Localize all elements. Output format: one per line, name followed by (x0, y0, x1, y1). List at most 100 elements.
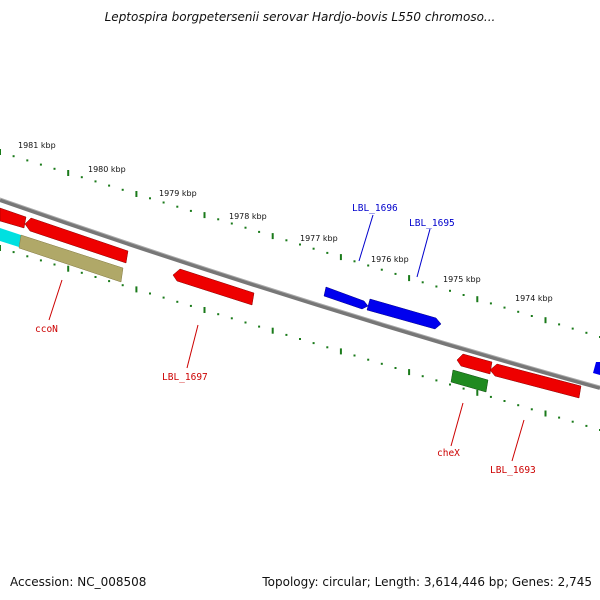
leader-LBL_1693 (511, 419, 525, 462)
ruler-minor-tick (299, 338, 301, 340)
ruler-minor-tick (421, 281, 424, 284)
ruler-minor-tick (121, 284, 124, 287)
ruler-minor-tick (80, 271, 83, 274)
gene-ccoN[interactable] (18, 234, 124, 283)
upper-tick-ruler (0, 149, 600, 338)
ruler-major-tick (408, 369, 411, 376)
leader-LBL_1695 (416, 228, 431, 278)
chromosome-backbone (0, 198, 600, 390)
gene-LBL_1693[interactable] (489, 363, 582, 399)
ruler-minor-tick (517, 404, 520, 407)
gene-cyan[interactable] (0, 228, 21, 247)
ruler-minor-tick (217, 218, 220, 221)
ruler-minor-tick (462, 387, 465, 390)
gene-LBL_1696[interactable] (323, 286, 369, 310)
ruler-minor-tick (435, 379, 438, 382)
ruler-major-tick (271, 233, 274, 240)
label-LBL_1695[interactable]: LBL_1695 (409, 218, 455, 229)
ruler-minor-tick (176, 205, 179, 208)
tick-label-1979: 1979 kbp (159, 189, 197, 198)
ruler-minor-tick (244, 321, 247, 324)
ruler-minor-tick (258, 325, 261, 328)
ruler-major-tick (544, 410, 547, 417)
ruler-minor-tick (367, 264, 370, 267)
lower-tick-ruler (0, 245, 600, 431)
ruler-major-tick (0, 245, 1, 251)
ruler-minor-tick (26, 255, 29, 258)
ruler-minor-tick (435, 285, 438, 288)
ruler-minor-tick (530, 408, 533, 411)
ruler-minor-tick (12, 251, 15, 254)
ruler-minor-tick (217, 313, 220, 316)
ruler-minor-tick (517, 310, 520, 313)
gene-left-red-b[interactable] (24, 217, 129, 264)
label-LBL_1696[interactable]: LBL_1696 (352, 203, 398, 214)
ruler-major-tick (476, 389, 479, 396)
tick-label-1976: 1976 kbp (371, 255, 409, 264)
ruler-minor-tick (162, 296, 165, 299)
label-LBL_1697[interactable]: LBL_1697 (162, 372, 208, 383)
leader-cheX (450, 402, 464, 447)
gene-LBL_1697[interactable] (172, 268, 255, 306)
ruler-minor-tick (258, 230, 261, 233)
ruler-minor-tick (380, 362, 383, 365)
leader-ccoN (48, 279, 63, 321)
ruler-minor-tick (244, 226, 247, 229)
tick-label-1974: 1974 kbp (515, 294, 553, 303)
ruler-minor-tick (149, 197, 151, 200)
ruler-major-tick (203, 212, 206, 219)
ruler-minor-tick (94, 276, 97, 278)
ruler-minor-tick (312, 342, 315, 345)
label-ccoN[interactable]: ccoN (35, 324, 58, 335)
ruler-minor-tick (121, 188, 124, 191)
gene-cheX[interactable] (450, 369, 489, 393)
ruler-minor-tick (571, 327, 574, 330)
ruler-major-tick (203, 307, 206, 313)
ruler-minor-tick (558, 323, 561, 326)
leader-LBL_1696 (358, 214, 374, 262)
ruler-major-tick (476, 296, 479, 303)
ruler-minor-tick (353, 354, 356, 357)
ruler-minor-tick (312, 247, 315, 250)
ruler-major-tick (408, 275, 411, 282)
ruler-minor-tick (285, 239, 288, 242)
ruler-minor-tick (176, 300, 179, 303)
ruler-minor-tick (149, 292, 151, 295)
ruler-major-tick (135, 286, 138, 293)
ruler-major-tick (67, 265, 70, 272)
ruler-minor-tick (326, 251, 329, 254)
gene-LBL_1695[interactable] (366, 298, 442, 330)
label-cheX[interactable]: cheX (437, 448, 460, 459)
gene-left-red-a[interactable] (0, 207, 27, 229)
ruler-minor-tick (380, 268, 383, 271)
leader-LBL_1697 (186, 324, 199, 369)
ruler-minor-tick (12, 155, 15, 158)
ruler-minor-tick (585, 331, 588, 334)
tick-label-1978: 1978 kbp (229, 212, 267, 221)
label-LBL_1693[interactable]: LBL_1693 (490, 465, 536, 476)
gene-red-small[interactable] (456, 353, 493, 375)
ruler-major-tick (544, 317, 547, 324)
ruler-minor-tick (558, 416, 561, 419)
ruler-minor-tick (94, 180, 97, 183)
ruler-minor-tick (421, 375, 424, 378)
ruler-minor-tick (326, 346, 329, 349)
ruler-minor-tick (162, 201, 165, 204)
ruler-minor-tick (39, 259, 42, 262)
ruler-minor-tick (230, 317, 233, 320)
tick-label-1980: 1980 kbp (88, 165, 126, 174)
ruler-minor-tick (462, 294, 465, 296)
ruler-major-tick (67, 170, 70, 176)
map-title: Leptospira borgpetersenii serovar Hardjo… (104, 10, 496, 24)
ruler-minor-tick (449, 289, 451, 292)
gene-edge-right[interactable] (593, 362, 600, 375)
ruler-minor-tick (80, 176, 83, 179)
ruler-minor-tick (394, 272, 397, 275)
tick-label-1981: 1981 kbp (18, 141, 56, 150)
ruler-minor-tick (503, 400, 506, 402)
ruler-minor-tick (108, 184, 111, 187)
ruler-minor-tick (449, 383, 451, 386)
ruler-minor-tick (585, 424, 588, 427)
ruler-minor-tick (108, 280, 111, 283)
